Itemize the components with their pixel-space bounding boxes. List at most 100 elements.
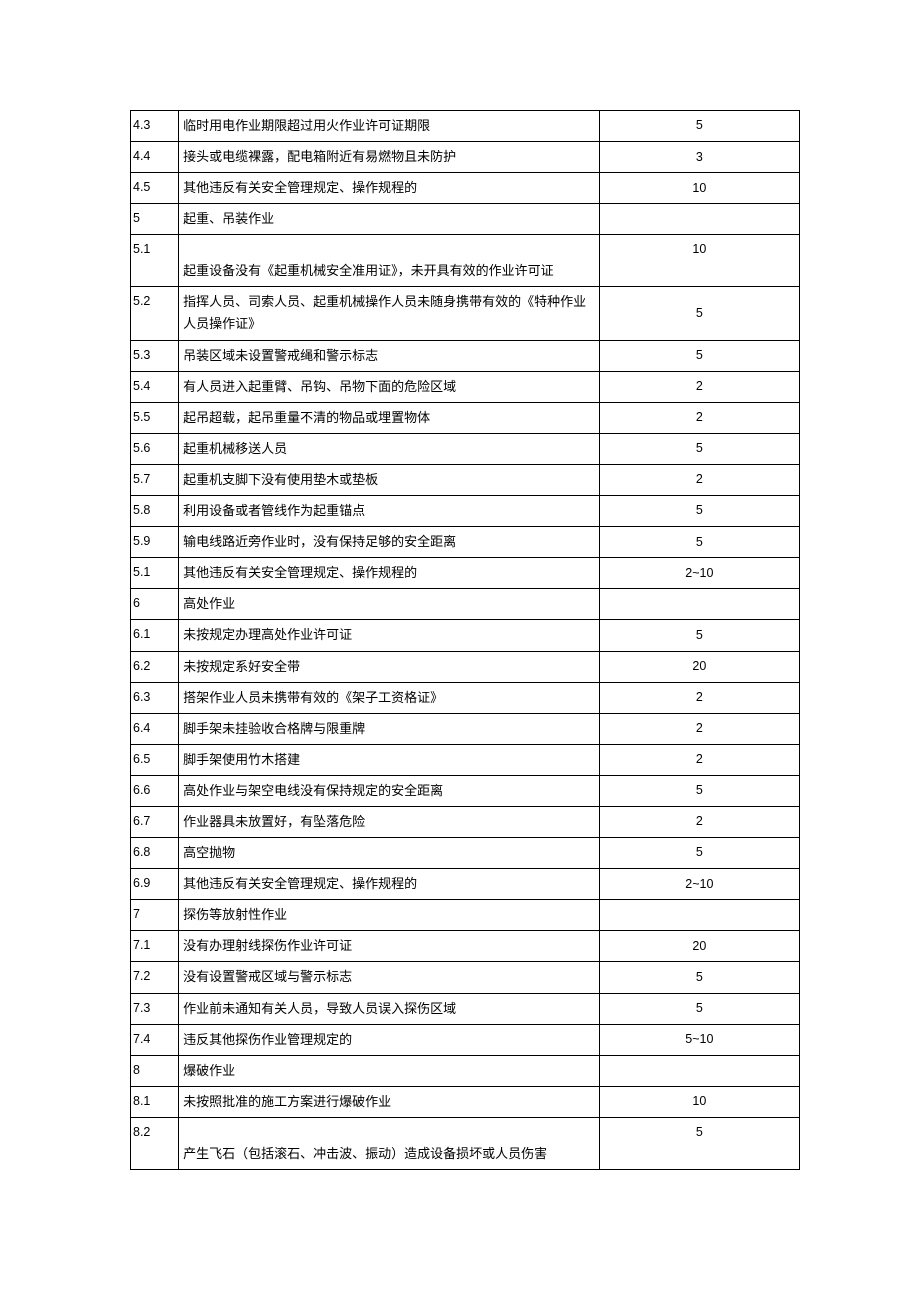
table-row: 5.1其他违反有关安全管理规定、操作规程的2~10 [131, 558, 800, 589]
row-description: 产生飞石（包括滚石、冲击波、振动）造成设备损坏或人员伤害 [179, 1117, 600, 1169]
row-description: 未按照批准的施工方案进行爆破作业 [179, 1086, 600, 1117]
row-description: 未按规定系好安全带 [179, 651, 600, 682]
row-number: 5.5 [131, 402, 179, 433]
table-body: 4.3临时用电作业期限超过用火作业许可证期限54.4接头或电缆裸露，配电箱附近有… [131, 111, 800, 1170]
table-row: 5.9输电线路近旁作业时，没有保持足够的安全距离5 [131, 527, 800, 558]
table-row: 8.1未按照批准的施工方案进行爆破作业10 [131, 1086, 800, 1117]
row-description: 爆破作业 [179, 1055, 600, 1086]
row-value: 5 [599, 1117, 799, 1169]
row-description: 未按规定办理高处作业许可证 [179, 620, 600, 651]
row-value: 5 [599, 775, 799, 806]
row-description: 没有设置警戒区域与警示标志 [179, 962, 600, 993]
row-description: 高处作业 [179, 589, 600, 620]
table-row: 5.6起重机械移送人员5 [131, 433, 800, 464]
row-number: 7.1 [131, 931, 179, 962]
row-description: 起重、吊装作业 [179, 204, 600, 235]
row-number: 5.3 [131, 340, 179, 371]
row-number: 6.4 [131, 713, 179, 744]
row-value: 2 [599, 806, 799, 837]
table-row: 7.1没有办理射线探伤作业许可证20 [131, 931, 800, 962]
row-value: 5 [599, 962, 799, 993]
row-description: 起吊超载，起吊重量不清的物品或埋置物体 [179, 402, 600, 433]
row-number: 4.4 [131, 142, 179, 173]
table-row: 5.5起吊超载，起吊重量不清的物品或埋置物体2 [131, 402, 800, 433]
row-value: 20 [599, 651, 799, 682]
table-row: 5.3吊装区域未设置警戒绳和警示标志5 [131, 340, 800, 371]
row-number: 7.3 [131, 993, 179, 1024]
table-row: 8.2产生飞石（包括滚石、冲击波、振动）造成设备损坏或人员伤害5 [131, 1117, 800, 1169]
row-value: 2 [599, 682, 799, 713]
table-row: 6.4脚手架未挂验收合格牌与限重牌2 [131, 713, 800, 744]
row-value: 5 [599, 838, 799, 869]
row-number: 8.2 [131, 1117, 179, 1169]
row-value: 2~10 [599, 869, 799, 900]
row-description: 其他违反有关安全管理规定、操作规程的 [179, 869, 600, 900]
row-number: 5.4 [131, 371, 179, 402]
table-row: 6.5脚手架使用竹木搭建2 [131, 744, 800, 775]
row-value: 5 [599, 496, 799, 527]
table-row: 8爆破作业 [131, 1055, 800, 1086]
row-value: 2~10 [599, 558, 799, 589]
table-row: 4.4接头或电缆裸露，配电箱附近有易燃物且未防护3 [131, 142, 800, 173]
safety-rules-table: 4.3临时用电作业期限超过用火作业许可证期限54.4接头或电缆裸露，配电箱附近有… [130, 110, 800, 1170]
row-value: 2 [599, 744, 799, 775]
table-row: 4.5其他违反有关安全管理规定、操作规程的10 [131, 173, 800, 204]
row-description: 接头或电缆裸露，配电箱附近有易燃物且未防护 [179, 142, 600, 173]
table-row: 6.1未按规定办理高处作业许可证5 [131, 620, 800, 651]
table-row: 7探伤等放射性作业 [131, 900, 800, 931]
row-description: 输电线路近旁作业时，没有保持足够的安全距离 [179, 527, 600, 558]
row-description: 高处作业与架空电线没有保持规定的安全距离 [179, 775, 600, 806]
row-value [599, 1055, 799, 1086]
row-description: 临时用电作业期限超过用火作业许可证期限 [179, 111, 600, 142]
row-number: 5.6 [131, 433, 179, 464]
row-description: 起重机支脚下没有使用垫木或垫板 [179, 464, 600, 495]
table-row: 5.8利用设备或者管线作为起重锚点5 [131, 496, 800, 527]
table-row: 4.3临时用电作业期限超过用火作业许可证期限5 [131, 111, 800, 142]
row-value [599, 589, 799, 620]
row-number: 6.6 [131, 775, 179, 806]
row-value: 5 [599, 993, 799, 1024]
row-value: 5 [599, 620, 799, 651]
row-value: 20 [599, 931, 799, 962]
row-number: 4.5 [131, 173, 179, 204]
row-value: 3 [599, 142, 799, 173]
row-number: 5.1 [131, 558, 179, 589]
row-number: 4.3 [131, 111, 179, 142]
row-number: 5.8 [131, 496, 179, 527]
row-value: 10 [599, 1086, 799, 1117]
table-row: 7.4违反其他探伤作业管理规定的5~10 [131, 1024, 800, 1055]
row-number: 5.2 [131, 287, 179, 340]
row-value: 5 [599, 527, 799, 558]
row-number: 8.1 [131, 1086, 179, 1117]
row-number: 5.7 [131, 464, 179, 495]
row-value: 10 [599, 173, 799, 204]
table-row: 5起重、吊装作业 [131, 204, 800, 235]
row-value: 5 [599, 287, 799, 340]
row-description: 作业器具未放置好，有坠落危险 [179, 806, 600, 837]
row-number: 7 [131, 900, 179, 931]
row-value [599, 900, 799, 931]
row-description: 指挥人员、司索人员、起重机械操作人员未随身携带有效的《特种作业人员操作证》 [179, 287, 600, 340]
row-description: 没有办理射线探伤作业许可证 [179, 931, 600, 962]
row-description: 探伤等放射性作业 [179, 900, 600, 931]
row-value: 10 [599, 235, 799, 287]
row-description: 其他违反有关安全管理规定、操作规程的 [179, 173, 600, 204]
row-value: 5~10 [599, 1024, 799, 1055]
table-row: 6.6高处作业与架空电线没有保持规定的安全距离5 [131, 775, 800, 806]
row-number: 6.2 [131, 651, 179, 682]
row-number: 7.4 [131, 1024, 179, 1055]
row-value: 2 [599, 402, 799, 433]
row-description: 其他违反有关安全管理规定、操作规程的 [179, 558, 600, 589]
row-description: 违反其他探伤作业管理规定的 [179, 1024, 600, 1055]
row-value: 2 [599, 713, 799, 744]
row-description: 利用设备或者管线作为起重锚点 [179, 496, 600, 527]
table-row: 5.7起重机支脚下没有使用垫木或垫板2 [131, 464, 800, 495]
row-description: 作业前未通知有关人员，导致人员误入探伤区域 [179, 993, 600, 1024]
row-number: 8 [131, 1055, 179, 1086]
row-description: 起重设备没有《起重机械安全准用证》，未开具有效的作业许可证 [179, 235, 600, 287]
row-number: 6.1 [131, 620, 179, 651]
table-row: 5.2指挥人员、司索人员、起重机械操作人员未随身携带有效的《特种作业人员操作证》… [131, 287, 800, 340]
row-value: 5 [599, 433, 799, 464]
row-number: 6.5 [131, 744, 179, 775]
row-value [599, 204, 799, 235]
